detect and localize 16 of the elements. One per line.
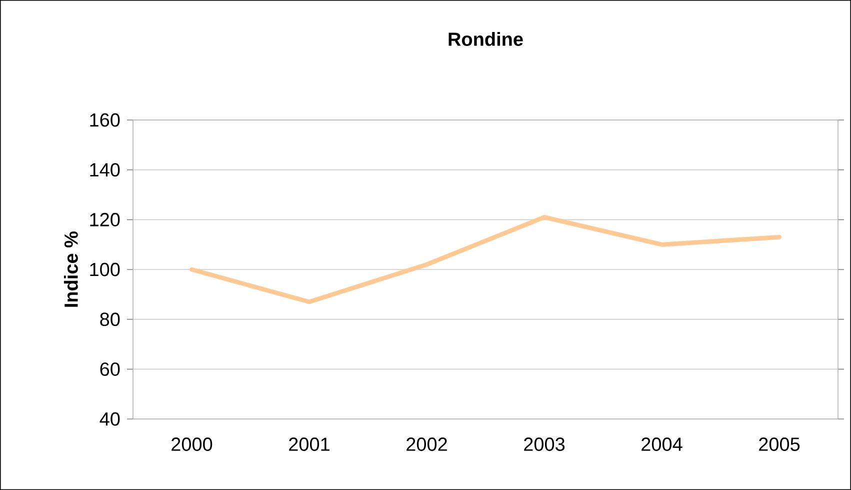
y-tick-label: 160 [90,113,120,127]
x-tick-label: 2001 [289,438,330,451]
y-tick-label: 40 [100,412,120,426]
y-tick-label: 140 [90,163,120,177]
x-tick-label: 2002 [406,438,447,451]
x-tick-label: 2005 [759,438,800,451]
y-tick-label: 100 [90,262,120,276]
y-tick-label: 80 [100,312,120,326]
y-tick-label: 60 [100,362,120,376]
chart-title: Rondine [448,32,523,46]
x-tick-label: 2000 [172,438,212,451]
y-tick-label: 120 [90,212,120,226]
x-tick-label: 2003 [524,438,565,451]
y-axis-title: Indice % [64,231,78,307]
x-tick-label: 2004 [642,438,682,451]
line-series [190,214,782,304]
